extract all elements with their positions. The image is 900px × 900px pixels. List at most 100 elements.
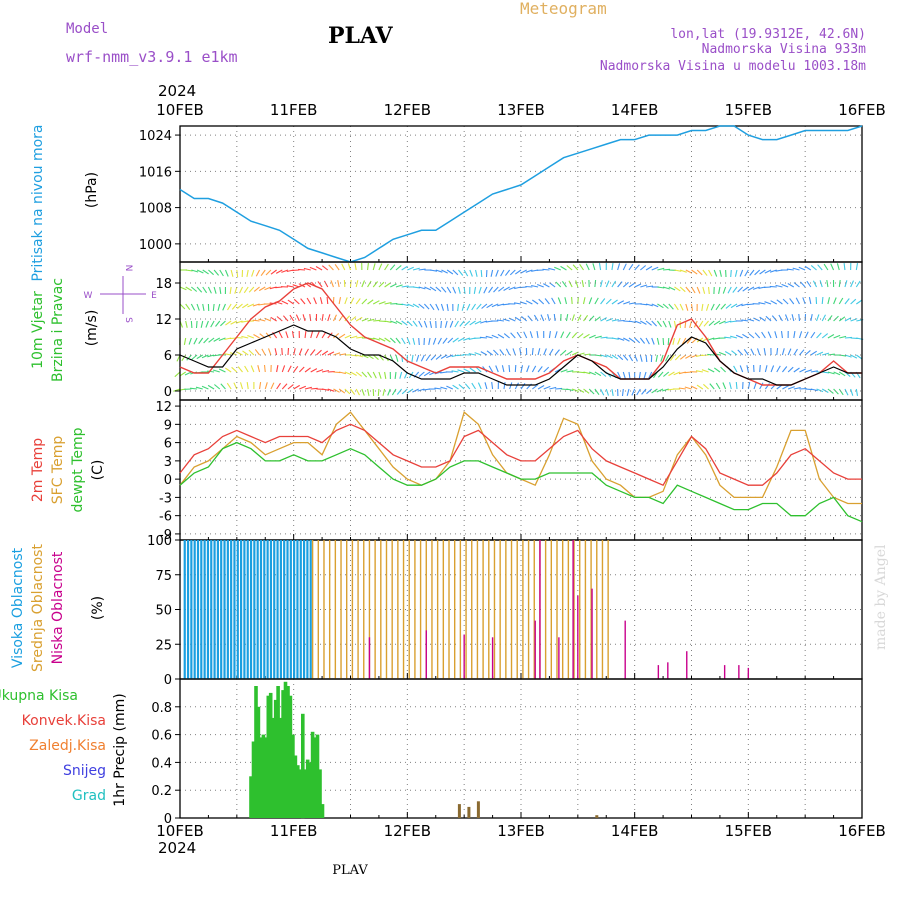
y-tick-label: 12	[155, 400, 172, 415]
wind-barb	[319, 297, 323, 305]
wind-barb	[855, 388, 859, 396]
precip-unit: 1hr Precip (mm)	[112, 693, 128, 806]
wind-barb	[787, 283, 795, 288]
wind-barb	[698, 320, 704, 328]
wind-barb	[493, 349, 499, 356]
wind-barb	[634, 283, 642, 288]
wind-barb	[344, 334, 352, 339]
wind-barb	[855, 263, 859, 271]
wind-barb	[519, 347, 522, 356]
total-precip-bar	[305, 759, 310, 818]
wind-barb	[503, 382, 506, 390]
wind-barb	[246, 382, 249, 390]
wind-barb	[350, 371, 357, 376]
wind-barb	[833, 371, 841, 376]
wind-barb	[557, 297, 562, 305]
wind-barb	[722, 286, 727, 294]
wind-barb	[810, 264, 817, 271]
wind-barb	[514, 302, 522, 305]
wind-barb	[317, 281, 323, 288]
wind-barb	[793, 387, 801, 390]
bottom-date-label: 12FEB	[384, 822, 431, 840]
wind-barb	[701, 303, 704, 311]
wind-barb	[787, 366, 794, 373]
wind-barb	[639, 337, 646, 344]
wind-barb	[304, 330, 307, 339]
wind-barb	[361, 280, 366, 288]
wind-barb	[355, 316, 363, 322]
wind-barb	[195, 386, 203, 390]
wind-barb	[276, 316, 283, 322]
wind-barb	[237, 366, 243, 373]
wind-barb	[491, 382, 494, 390]
wind-barb	[457, 337, 465, 342]
wind-barb	[471, 303, 476, 311]
wind-barb	[571, 332, 578, 339]
wind-barb	[452, 269, 459, 276]
total-precip-bar	[261, 734, 266, 818]
wind-barb	[446, 303, 449, 311]
wind-barb	[407, 266, 414, 271]
y-tick-label: -6	[159, 510, 172, 525]
wind-barb	[378, 281, 385, 288]
wind-barb	[226, 382, 232, 390]
wind-barb	[429, 286, 437, 292]
wind-barb	[588, 388, 595, 395]
wind-barb	[710, 303, 715, 311]
wind-barb	[715, 382, 721, 390]
wind-barb	[623, 337, 630, 342]
wind-barb	[850, 280, 855, 288]
wind-barb	[651, 266, 659, 271]
wind-barb	[354, 263, 357, 271]
wind-barb	[544, 298, 550, 305]
wind-barb	[224, 367, 232, 373]
conv-precip-bar	[467, 806, 471, 818]
wind-barb	[258, 318, 266, 322]
wind-barb	[377, 388, 380, 397]
wind-barb	[303, 267, 311, 271]
wind-barb	[806, 280, 812, 288]
wind-barb	[645, 354, 648, 363]
wind-barb	[281, 347, 283, 356]
wind-barb	[327, 332, 333, 339]
y-tick-label: 3	[164, 455, 172, 470]
wind-unit: (m/s)	[84, 310, 100, 347]
wind-barb	[309, 266, 317, 271]
wind-barb	[203, 337, 209, 344]
wind-barb	[817, 264, 823, 271]
y-tick-label: 1016	[139, 165, 172, 180]
wind-barb	[478, 286, 482, 294]
wind-barb	[554, 266, 561, 271]
wind-barb	[588, 334, 596, 339]
wind-barb	[594, 388, 600, 396]
wind-barb	[720, 303, 727, 310]
wind-barb	[227, 303, 232, 311]
wind-barb	[451, 370, 459, 373]
wind-barb	[668, 320, 672, 328]
wind-barb	[655, 354, 658, 363]
y-tick-label: 0	[164, 473, 172, 488]
wind-barb	[481, 303, 488, 309]
wind-barb	[299, 385, 307, 390]
wind-barb	[628, 263, 634, 271]
y-tick-label: 12	[155, 313, 172, 328]
wind-barb	[215, 320, 221, 327]
wind-barb	[810, 331, 816, 339]
wind-barb	[246, 269, 249, 278]
wind-barb	[724, 320, 732, 324]
y-tick-label: 1024	[139, 129, 172, 144]
wind-barb	[457, 303, 460, 311]
wind-barb	[606, 354, 613, 359]
wind-barb	[662, 320, 667, 328]
wind-barb	[695, 370, 703, 373]
wind-barb	[399, 371, 403, 379]
wind-barb	[468, 353, 476, 356]
wind-barb	[581, 279, 585, 288]
y-tick-label: 6	[164, 349, 172, 364]
wind-barb	[505, 348, 511, 356]
wind-barb	[179, 303, 186, 310]
wind-barb	[236, 269, 239, 278]
wind-barb	[196, 354, 204, 360]
wind-barb	[663, 268, 671, 271]
wind-barb	[702, 269, 708, 276]
